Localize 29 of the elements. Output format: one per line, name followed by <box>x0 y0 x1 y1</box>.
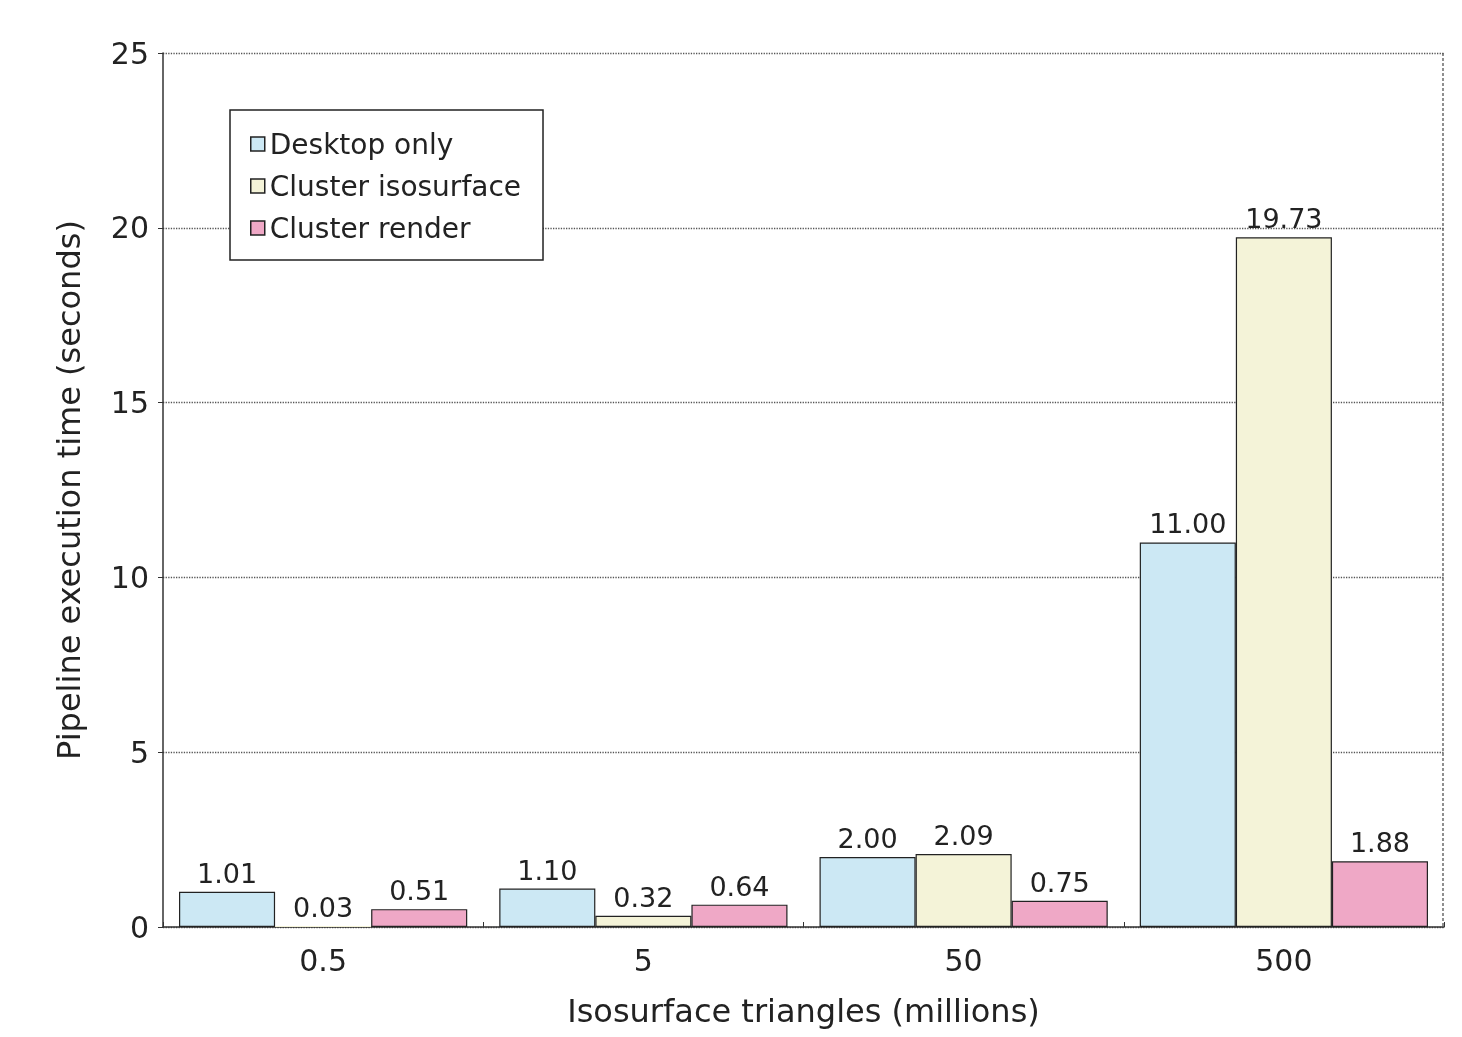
legend-label: Cluster render <box>269 211 471 245</box>
y-tick-label: 25 <box>110 35 149 71</box>
data-label: 1.88 <box>1349 827 1411 859</box>
data-label: 19.73 <box>1245 203 1323 235</box>
data-label: 0.75 <box>1029 866 1090 898</box>
data-label: 1.10 <box>517 854 578 886</box>
data-label: 0.03 <box>293 891 354 923</box>
y-tick-label: 0 <box>129 909 149 945</box>
y-tick-label: 5 <box>129 734 149 770</box>
legend-label: Desktop only <box>269 127 454 161</box>
y-tick-label: 20 <box>110 210 149 246</box>
bar <box>371 909 468 927</box>
data-label: 0.32 <box>613 881 674 913</box>
legend-label: Cluster isosurface <box>269 169 522 203</box>
x-tick-label: 5 <box>633 942 653 978</box>
x-tick-label: 500 <box>1255 942 1313 978</box>
x-tick-label: 50 <box>944 942 983 978</box>
data-label: 0.51 <box>389 875 450 907</box>
y-tick-label: 10 <box>110 559 149 595</box>
data-label: 1.01 <box>196 857 258 889</box>
data-label: 11.00 <box>1149 508 1227 540</box>
data-label: 0.64 <box>709 870 770 902</box>
y-tick-label: 15 <box>110 385 149 421</box>
x-tick-label: 0.5 <box>299 942 347 978</box>
bar <box>179 891 276 927</box>
data-label: 2.00 <box>837 823 898 855</box>
x-axis-title: Isosurface triangles (millions) <box>567 992 1040 1030</box>
y-axis-title: Pipeline execution time (seconds) <box>50 220 88 760</box>
data-label: 2.09 <box>933 819 994 851</box>
